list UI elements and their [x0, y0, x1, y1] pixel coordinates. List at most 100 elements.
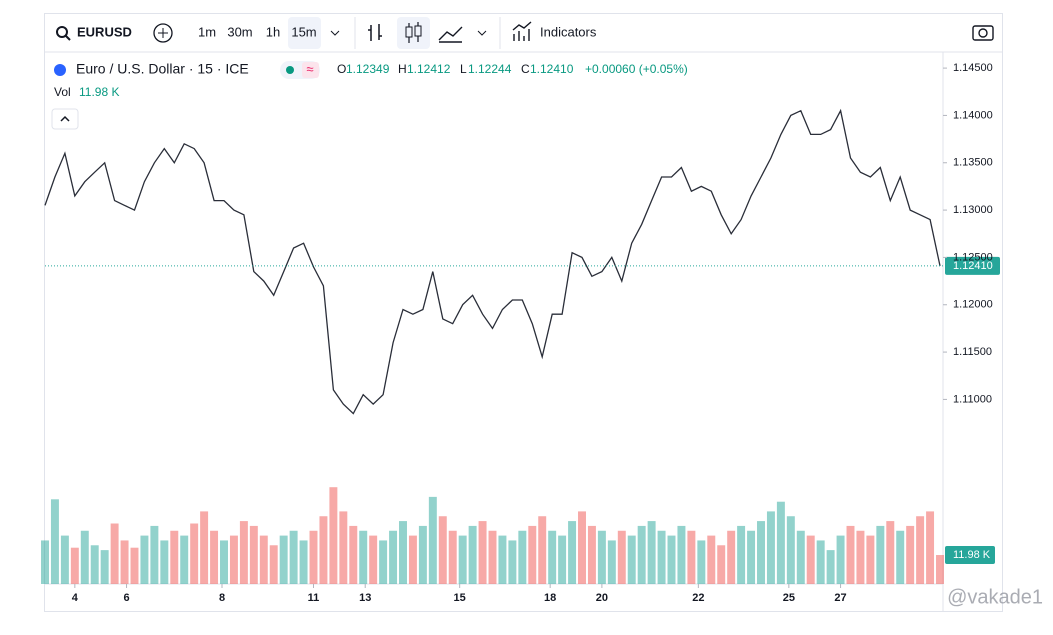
volume-bar [637, 525, 646, 584]
last-price-tag [945, 256, 1000, 275]
volume-bar [249, 525, 258, 584]
snapshot-icon[interactable] [972, 25, 994, 41]
volume-bar [41, 540, 49, 584]
chart-type-menu[interactable] [477, 30, 487, 36]
volume-bar [896, 530, 905, 584]
collapse-button[interactable] [51, 108, 79, 130]
interval[interactable]: 1h [266, 24, 280, 39]
volume-bar [816, 540, 825, 584]
legend-key: H [398, 62, 407, 76]
volume-bar [936, 555, 944, 584]
last-price-label: 1.12410 [953, 260, 993, 272]
volume-bar [110, 523, 119, 584]
volume-bar [667, 535, 676, 584]
legend-value: 1.12244 [468, 62, 512, 76]
volume-bar [826, 550, 835, 584]
volume-bar [349, 525, 358, 584]
volume-bar [488, 530, 497, 584]
volume-bar [627, 535, 636, 584]
bars-icon[interactable] [368, 24, 382, 41]
add-symbol[interactable] [153, 23, 173, 43]
indicators-icon[interactable] [512, 21, 532, 41]
volume-bar [428, 496, 437, 584]
volume-bar [50, 499, 59, 584]
price-line [44, 108, 941, 415]
volume-bar [299, 540, 308, 584]
volume-bar [518, 530, 527, 584]
volume-bar [448, 530, 457, 584]
volume-bar [200, 511, 209, 584]
x-tick-label: 25 [783, 592, 795, 604]
volume-bar [80, 530, 89, 584]
volume-bar [926, 511, 935, 584]
volume-tag [945, 546, 995, 565]
volume-bar [220, 540, 228, 584]
volume-bar [757, 521, 765, 584]
volume-bar [687, 530, 696, 584]
volume-bar [597, 530, 606, 584]
volume-bar [587, 525, 596, 584]
x-tick-label: 27 [834, 592, 846, 604]
volume-bar [269, 545, 278, 584]
legend-change: +0.00060 (+0.05%) [585, 62, 688, 76]
volume-bar [478, 521, 487, 584]
volume-bar [239, 521, 248, 584]
volume-bar [60, 535, 69, 584]
volume-bar [180, 535, 189, 584]
frame [44, 13, 1003, 612]
volume-bar [190, 523, 199, 584]
x-tick-label: 22 [692, 592, 704, 604]
watermark: @vakade1 [947, 586, 1043, 608]
volume-bar [747, 530, 756, 584]
symbol[interactable]: EURUSD [77, 24, 132, 39]
volume-bar [568, 521, 577, 584]
volume-bar [389, 530, 398, 584]
x-tick-label: 4 [72, 592, 79, 604]
legend-key: C [521, 62, 530, 76]
volume-bar [866, 535, 875, 584]
volume-bar [846, 525, 855, 584]
volume-bar [160, 540, 169, 584]
y-tick-label: 1.14000 [953, 109, 993, 121]
y-tick-label: 1.11000 [953, 393, 992, 405]
volume-bar [538, 516, 547, 584]
volume-bar [170, 530, 179, 584]
volume-bar [856, 530, 865, 584]
volume-bar [836, 535, 845, 584]
indicators-button[interactable]: Indicators [540, 24, 597, 39]
interval-menu[interactable] [330, 30, 340, 36]
interval[interactable]: 30m [227, 24, 252, 39]
volume-bar [657, 530, 666, 584]
volume-bar [508, 540, 517, 584]
y-tick-label: 1.12500 [953, 251, 993, 263]
volume-bar [468, 525, 477, 584]
interval[interactable]: 15m [291, 24, 316, 39]
volume-bar [90, 545, 99, 584]
x-tick-label: 8 [219, 592, 225, 604]
volume-bar [359, 530, 368, 584]
volume-bar [617, 530, 626, 584]
volume-bar [677, 525, 686, 584]
volume-bar [578, 511, 586, 584]
volume-bar [776, 501, 785, 584]
interval-active [288, 17, 321, 49]
volume-bar [458, 535, 467, 584]
volume-bar [438, 516, 447, 584]
volume-bar [120, 540, 129, 584]
volume-bar [717, 545, 726, 584]
x-tick-label: 11 [308, 592, 320, 604]
volume-bar [70, 547, 79, 584]
volume-bar [906, 525, 915, 584]
volume-bar [707, 535, 716, 584]
volume-bar [279, 535, 288, 584]
volume-bar [806, 535, 815, 584]
volume-bar [369, 535, 378, 584]
search-icon[interactable] [56, 26, 68, 38]
legend-title: Euro / U.S. Dollar · 15 · ICE [76, 61, 249, 77]
volume-bar [140, 535, 149, 584]
area-icon[interactable] [438, 26, 463, 43]
interval[interactable]: 1m [198, 24, 216, 39]
vol-key: Vol [54, 85, 71, 99]
y-tick-label: 1.13500 [953, 157, 993, 169]
